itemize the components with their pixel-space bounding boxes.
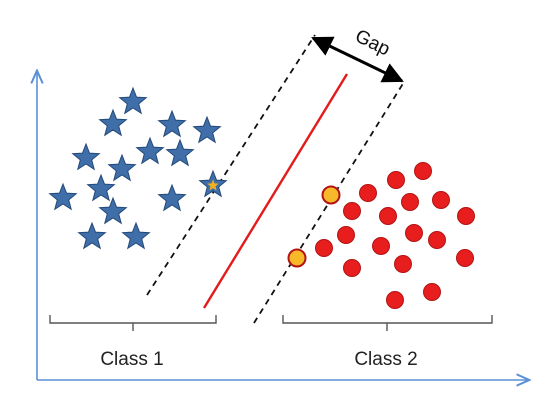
class2-circle <box>423 283 441 301</box>
class1-star <box>165 138 195 167</box>
class2-circle <box>387 171 405 189</box>
class1-star <box>48 182 78 211</box>
class1-star <box>192 115 222 144</box>
gap-arrow <box>311 36 404 83</box>
class2-circle <box>343 202 361 220</box>
gap-label: Gap <box>352 26 393 61</box>
class2-circle <box>457 207 475 225</box>
class1-star <box>71 142 101 171</box>
class1-support-star-core <box>207 179 219 191</box>
class2-circle <box>394 255 412 273</box>
class1-star <box>157 109 187 138</box>
class1-label: Class 1 <box>100 349 163 370</box>
class1-star <box>77 221 107 250</box>
class2-circle <box>343 259 361 277</box>
class2-circle <box>428 231 446 249</box>
class2-support-circle <box>287 248 307 268</box>
class1-star <box>107 153 137 182</box>
class2-support-circle <box>321 185 341 205</box>
class1-star <box>86 173 116 202</box>
margin-line-class1 <box>146 34 316 296</box>
class1-star <box>135 136 165 165</box>
class2-circles <box>287 162 475 309</box>
class1-bracket <box>49 315 217 331</box>
separating-hyperplane <box>202 73 349 309</box>
class2-circle <box>359 184 377 202</box>
class2-circle <box>405 224 423 242</box>
class2-circle <box>456 249 474 267</box>
class2-circle <box>372 237 390 255</box>
class2-circle <box>315 239 333 257</box>
class1-star <box>118 86 148 115</box>
class1-star <box>98 108 128 137</box>
class1-stars <box>48 86 228 250</box>
class1-star <box>157 183 187 212</box>
class2-circle <box>337 226 355 244</box>
class2-circle <box>414 162 432 180</box>
class2-bracket <box>282 315 493 331</box>
class1-star <box>98 196 128 225</box>
margin-line-class2 <box>253 81 405 324</box>
class2-circle <box>386 291 404 309</box>
class2-circle <box>432 191 450 209</box>
class2-circle <box>379 207 397 225</box>
class1-star <box>121 221 151 250</box>
class2-circle <box>401 193 419 211</box>
class2-label: Class 2 <box>354 349 417 370</box>
